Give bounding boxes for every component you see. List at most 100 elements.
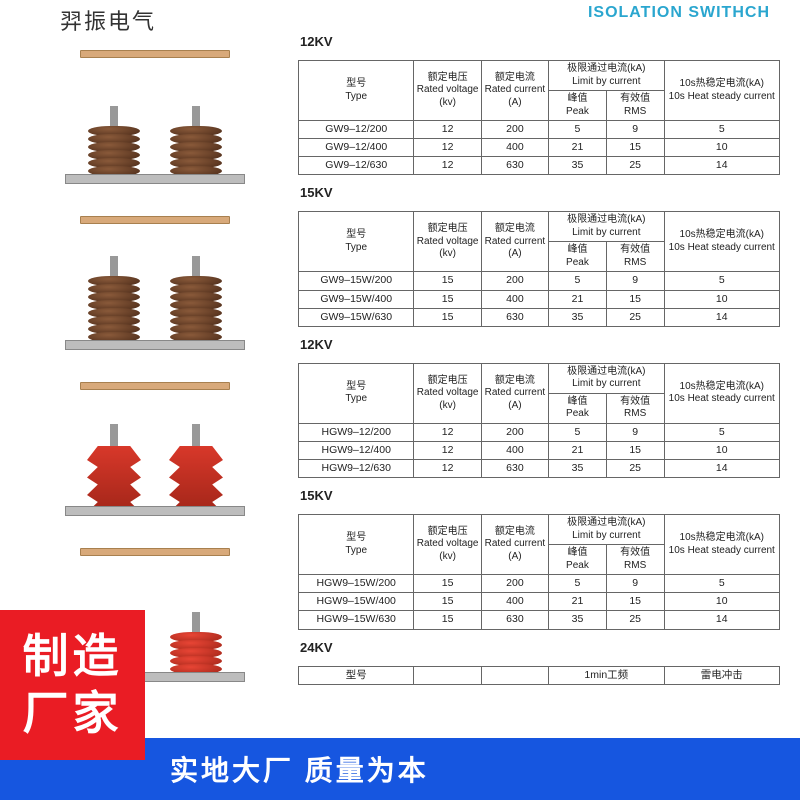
cell-peak: 5 — [549, 423, 607, 441]
cell-current: 200 — [481, 423, 548, 441]
th-heat: 10s热稳定电流(kA)10s Heat steady current — [664, 363, 779, 423]
cell-type: GW9–15W/200 — [299, 272, 414, 290]
cell-type: HGW9–15W/200 — [299, 575, 414, 593]
cell-heat: 14 — [664, 157, 779, 175]
th-heat: 10s热稳定电流(kA)10s Heat steady current — [664, 515, 779, 575]
connector-bar-icon — [80, 50, 230, 58]
cell-voltage: 12 — [414, 423, 481, 441]
th-limit: 极限通过电流(kA)Limit by current — [549, 212, 664, 242]
cell-peak: 5 — [549, 575, 607, 593]
cell-peak: 21 — [549, 441, 607, 459]
th-current: 额定电流Rated current(A) — [481, 61, 548, 121]
insulator-icon — [85, 256, 143, 350]
th-voltage: 额定电压Rated voltage(kv) — [414, 515, 481, 575]
connector-bar-icon — [80, 382, 230, 390]
cell-heat: 5 — [664, 423, 779, 441]
cell-voltage: 12 — [414, 441, 481, 459]
cell-current: 400 — [481, 139, 548, 157]
th-rms: 有效值RMS — [606, 393, 664, 423]
cell-heat: 10 — [664, 290, 779, 308]
th-limit: 极限通过电流(kA)Limit by current — [549, 363, 664, 393]
spec-tables-column: 12KV 型号Type 额定电压Rated voltage(kv) 额定电流Ra… — [290, 28, 800, 738]
cell-current: 200 — [481, 575, 548, 593]
th-peak: 峰值Peak — [549, 242, 607, 272]
cell-type: GW9–12/400 — [299, 139, 414, 157]
cell-type: HGW9–12/400 — [299, 441, 414, 459]
cell-type: GW9–15W/400 — [299, 290, 414, 308]
table-row: HGW9–12/400 12 400 21 15 10 — [299, 441, 780, 459]
cell-type: GW9–12/200 — [299, 121, 414, 139]
th-type: 型号Type — [299, 515, 414, 575]
cell-voltage: 15 — [414, 575, 481, 593]
base-plate-icon — [65, 174, 245, 184]
cell-type: HGW9–12/200 — [299, 423, 414, 441]
insulator-icon — [167, 106, 225, 184]
insulator-icon — [167, 424, 225, 516]
badge-line-1: 制造 — [23, 628, 123, 686]
product-image-0 — [50, 34, 260, 184]
cell-current: 630 — [481, 157, 548, 175]
table-row: GW9–12/200 12 200 5 9 5 — [299, 121, 780, 139]
badge-line-2: 厂家 — [23, 685, 123, 743]
cell-rms: 15 — [606, 593, 664, 611]
connector-bar-icon — [80, 548, 230, 556]
th-heat: 10s热稳定电流(kA)10s Heat steady current — [664, 212, 779, 272]
table-row: GW9–15W/630 15 630 35 25 14 — [299, 308, 780, 326]
cell-rms: 25 — [606, 157, 664, 175]
cell-rms: 9 — [606, 423, 664, 441]
th-voltage: 额定电压Rated voltage(kv) — [414, 363, 481, 423]
manufacturer-badge: 制造 厂家 — [0, 610, 145, 760]
base-plate-icon — [65, 340, 245, 350]
cell-peak: 35 — [549, 611, 607, 629]
th-type: 型号Type — [299, 363, 414, 423]
cell-heat: 5 — [664, 272, 779, 290]
cell-rms: 15 — [606, 290, 664, 308]
cell-rms: 15 — [606, 441, 664, 459]
th-peak: 峰值Peak — [549, 393, 607, 423]
category-title: ISOLATION SWITHCH — [588, 4, 770, 22]
cell-rms: 25 — [606, 308, 664, 326]
th-voltage: 额定电压Rated voltage(kv) — [414, 61, 481, 121]
table-row: GW9–15W/200 15 200 5 9 5 — [299, 272, 780, 290]
section-title: 24KV — [300, 640, 780, 655]
th-current: 额定电流Rated current(A) — [481, 363, 548, 423]
insulator-icon — [85, 106, 143, 184]
cell-peak: 5 — [549, 272, 607, 290]
th-impulse: 雷电冲击 — [664, 666, 779, 684]
cell-heat: 10 — [664, 593, 779, 611]
section-title: 15KV — [300, 185, 780, 200]
th-rms: 有效值RMS — [606, 545, 664, 575]
th-peak: 峰值Peak — [549, 545, 607, 575]
spec-table-0: 型号Type 额定电压Rated voltage(kv) 额定电流Rated c… — [298, 60, 780, 175]
cell-rms: 9 — [606, 575, 664, 593]
cell-peak: 5 — [549, 121, 607, 139]
cell-current: 400 — [481, 290, 548, 308]
cell-current: 200 — [481, 272, 548, 290]
insulator-icon — [167, 256, 225, 350]
cell-rms: 9 — [606, 121, 664, 139]
cell-type: GW9–12/630 — [299, 157, 414, 175]
cell-rms: 15 — [606, 139, 664, 157]
cell-type: HGW9–12/630 — [299, 460, 414, 478]
cell-peak: 35 — [549, 308, 607, 326]
cell-heat: 10 — [664, 139, 779, 157]
insulator-icon — [85, 424, 143, 516]
table-row: GW9–15W/400 15 400 21 15 10 — [299, 290, 780, 308]
cell-peak: 35 — [549, 460, 607, 478]
cell-heat: 5 — [664, 575, 779, 593]
th-type: 型号 — [299, 666, 414, 684]
cell-peak: 21 — [549, 593, 607, 611]
cell-voltage: 12 — [414, 157, 481, 175]
section-title: 12KV — [300, 337, 780, 352]
product-image-2 — [50, 366, 260, 516]
spec-table-1: 型号Type 额定电压Rated voltage(kv) 额定电流Rated c… — [298, 211, 780, 326]
th-heat: 10s热稳定电流(kA)10s Heat steady current — [664, 61, 779, 121]
th-blank — [414, 666, 481, 684]
base-plate-icon — [65, 506, 245, 516]
cell-rms: 25 — [606, 611, 664, 629]
cell-voltage: 15 — [414, 593, 481, 611]
table-row: HGW9–12/200 12 200 5 9 5 — [299, 423, 780, 441]
cell-current: 630 — [481, 460, 548, 478]
cell-heat: 14 — [664, 460, 779, 478]
th-voltage: 额定电压Rated voltage(kv) — [414, 212, 481, 272]
